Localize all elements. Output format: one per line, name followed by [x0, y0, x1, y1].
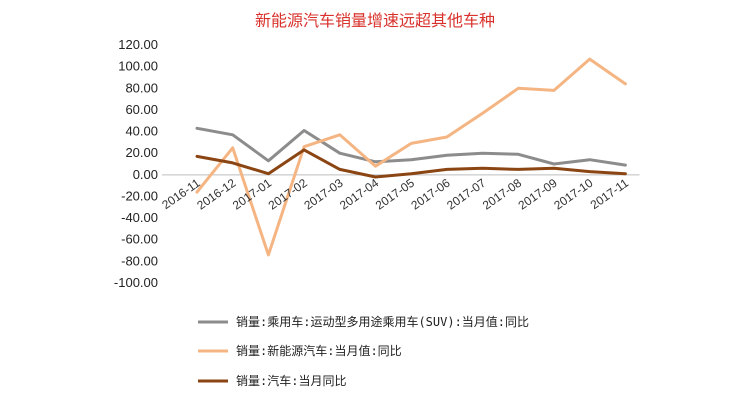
y-tick-label: 60.00	[125, 102, 158, 117]
series-line-1	[195, 126, 627, 167]
y-tick-label: 40.00	[125, 124, 158, 139]
y-tick-label: 80.00	[125, 80, 158, 95]
x-tick-label: 2016-12	[194, 176, 238, 213]
x-tick-label: 2017-04	[337, 176, 381, 213]
series-line-3	[195, 148, 627, 179]
legend-label: 销量:新能源汽车:当月值:同比	[236, 343, 402, 358]
x-tick-label: 2017-05	[373, 176, 417, 213]
x-tick-label: 2017-07	[444, 176, 488, 213]
x-tick-label: 2017-10	[551, 176, 595, 213]
legend: 销量:乘用车:运动型多用途乘用车(SUV):当月值:同比销量:新能源汽车:当月值…	[198, 314, 529, 388]
series-line-2	[195, 57, 627, 257]
x-tick-label: 2017-03	[301, 176, 345, 213]
y-tick-label: -60.00	[121, 232, 158, 247]
x-tick-label: 2017-02	[266, 176, 310, 213]
y-axis: 120.00 100.00 80.00 60.00 40.00 20.00 0.00 -20.…	[114, 37, 158, 290]
y-tick-label: -100.00	[114, 275, 158, 290]
x-axis: 2016-112016-122017-012017-022017-032017-…	[159, 176, 631, 213]
y-tick-label: 20.00	[125, 145, 158, 160]
x-tick-label: 2017-08	[480, 176, 524, 213]
y-tick-label: 120.00	[118, 37, 158, 52]
y-tick-label: -20.00	[121, 188, 158, 203]
y-tick-label: -40.00	[121, 210, 158, 225]
x-tick-label: 2017-11	[588, 176, 632, 212]
x-tick-label: 2017-09	[516, 176, 560, 213]
legend-label: 销量:汽车:当月同比	[236, 373, 346, 388]
x-tick-label: 2016-11	[159, 176, 203, 212]
x-tick-label: 2017-06	[409, 176, 453, 213]
y-tick-label: -80.00	[121, 253, 158, 268]
legend-label: 销量:乘用车:运动型多用途乘用车(SUV):当月值:同比	[236, 314, 529, 329]
y-tick-label: 0.00	[133, 167, 158, 182]
y-tick-label: 100.00	[118, 59, 158, 74]
chart-title: 新能源汽车销量增速远超其他车种	[255, 11, 495, 30]
series-lines	[195, 57, 627, 257]
